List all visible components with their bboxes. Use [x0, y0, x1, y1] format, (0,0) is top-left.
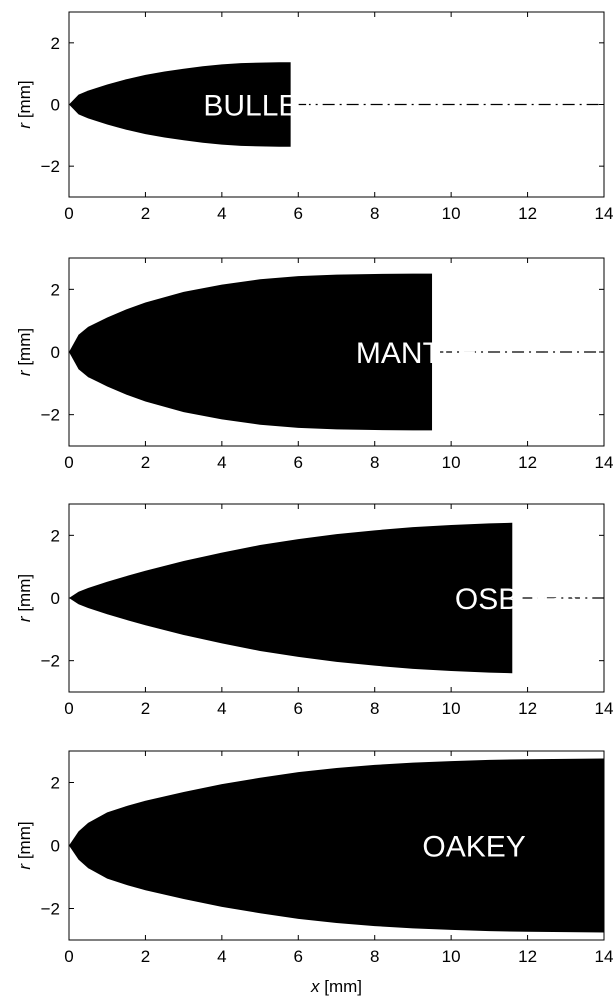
- x-tick-label: 12: [518, 699, 537, 718]
- profile-bullet: [69, 62, 291, 147]
- y-axis-unit: [mm]: [15, 328, 34, 371]
- y-tick-label: 0: [51, 343, 60, 362]
- y-tick-label: −2: [41, 652, 60, 671]
- y-tick-label: −2: [41, 900, 60, 919]
- y-axis-symbol: r: [15, 863, 34, 870]
- x-tick-label: 0: [64, 204, 73, 223]
- y-axis-unit: [mm]: [15, 821, 34, 864]
- x-tick-label: 4: [217, 453, 226, 472]
- x-tick-label: 0: [64, 453, 73, 472]
- x-tick-label: 10: [442, 204, 461, 223]
- x-tick-label: 2: [141, 204, 150, 223]
- x-tick-label: 8: [370, 699, 379, 718]
- x-tick-label: 6: [294, 453, 303, 472]
- y-axis-unit: [mm]: [15, 574, 34, 617]
- y-axis-symbol: r: [15, 615, 34, 622]
- shape-label: MANTLE: [356, 337, 478, 370]
- y-tick-label: 2: [51, 774, 60, 793]
- x-tick-label: 2: [141, 453, 150, 472]
- x-tick-label: 4: [217, 699, 226, 718]
- y-axis-symbol: r: [15, 369, 34, 376]
- panel-osborn: 0 2 4 6 8 10 12 14 2 0 −2 r [mm] OSBORN: [15, 503, 614, 718]
- y-axis-symbol: r: [15, 122, 34, 129]
- x-axis-unit: [mm]: [320, 977, 363, 996]
- x-tick-label: 8: [370, 947, 379, 966]
- x-tick-label: 14: [595, 947, 614, 966]
- x-tick-label: 0: [64, 699, 73, 718]
- x-tick-label: 14: [595, 453, 614, 472]
- y-tick-label: 2: [51, 34, 60, 53]
- x-tick-label: 8: [370, 453, 379, 472]
- x-axis-symbol: x: [310, 977, 320, 996]
- x-tick-label: 10: [442, 699, 461, 718]
- y-axis-title: r [mm]: [15, 574, 34, 622]
- x-tick-label: 12: [518, 453, 537, 472]
- y-tick-label: 0: [51, 589, 60, 608]
- x-tick-label: 14: [595, 699, 614, 718]
- x-tick-label: 12: [518, 204, 537, 223]
- x-tick-label: 0: [64, 947, 73, 966]
- x-tick-label: 2: [141, 699, 150, 718]
- x-tick-label: 6: [294, 699, 303, 718]
- panel-mantle: 0 2 4 6 8 10 12 14 2 0 −2 r [mm] MANTLE: [15, 257, 614, 472]
- x-tick-label: 4: [217, 204, 226, 223]
- y-axis-unit: [mm]: [15, 80, 34, 123]
- profile-oakey: [69, 758, 604, 933]
- x-tick-label: 14: [595, 204, 614, 223]
- y-tick-label: −2: [41, 157, 60, 176]
- y-axis-title: r [mm]: [15, 821, 34, 869]
- y-axis-title: r [mm]: [15, 328, 34, 376]
- y-tick-label: −2: [41, 406, 60, 425]
- x-tick-label: 12: [518, 947, 537, 966]
- y-axis-title: r [mm]: [15, 80, 34, 128]
- x-tick-label: 2: [141, 947, 150, 966]
- x-tick-label: 10: [442, 453, 461, 472]
- shape-label: BULLET: [203, 90, 316, 123]
- y-tick-label: 2: [51, 280, 60, 299]
- x-tick-label: 4: [217, 947, 226, 966]
- y-tick-label: 0: [51, 96, 60, 115]
- y-tick-label: 2: [51, 526, 60, 545]
- profile-mantle: [69, 273, 433, 431]
- x-tick-label: 6: [294, 947, 303, 966]
- x-tick-label: 10: [442, 947, 461, 966]
- shape-label: OAKEY: [422, 831, 525, 864]
- y-tick-label: 0: [51, 837, 60, 856]
- profile-osborn: [69, 522, 513, 674]
- panel-oakey: 0 2 4 6 8 10 12 14 2 0 −2 r [mm] OAKEY x [mm]: [15, 750, 614, 996]
- x-tick-label: 8: [370, 204, 379, 223]
- x-axis-title: x [mm]: [310, 977, 362, 996]
- panel-bullet: 0 2 4 6 8 10 12 14 2 0 −2 r [mm] BULLET: [15, 11, 614, 223]
- x-tick-label: 6: [294, 204, 303, 223]
- shape-label: OSBORN: [455, 583, 585, 616]
